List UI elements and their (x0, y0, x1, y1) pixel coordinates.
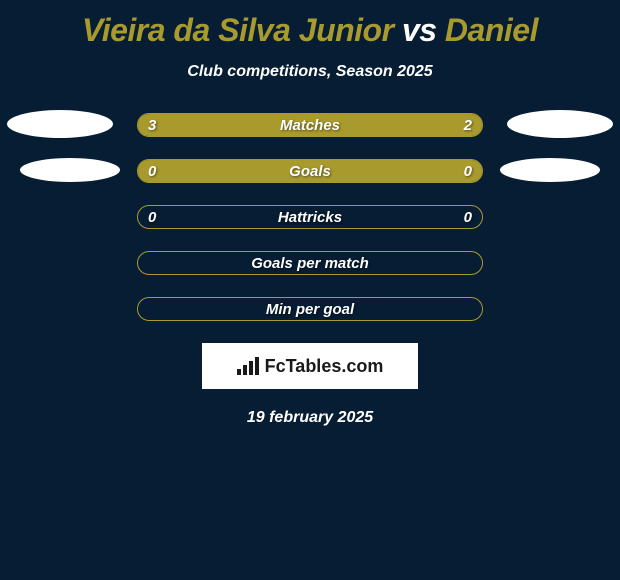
stat-row: 32Matches (137, 113, 483, 137)
stat-row: Goals per match (137, 251, 483, 275)
stat-label: Matches (138, 114, 482, 136)
stat-row: 00Goals (137, 159, 483, 183)
player-oval (7, 110, 113, 138)
stat-row: 00Hattricks (137, 205, 483, 229)
date-line: 19 february 2025 (0, 409, 620, 427)
stat-label: Min per goal (138, 298, 482, 320)
stat-label: Goals per match (138, 252, 482, 274)
bars-icon (237, 357, 259, 375)
stat-row: Min per goal (137, 297, 483, 321)
logo-text: FcTables.com (265, 356, 384, 377)
stat-label: Hattricks (138, 206, 482, 228)
player2-name: Daniel (445, 12, 538, 48)
comparison-title: Vieira da Silva Junior vs Daniel (0, 0, 620, 49)
subtitle: Club competitions, Season 2025 (0, 63, 620, 81)
stats-area: 32Matches 00Goals 00Hattricks Goals per mat… (0, 113, 620, 321)
player-oval (500, 158, 600, 182)
vs-text: vs (394, 12, 445, 48)
stat-label: Goals (138, 160, 482, 182)
player-oval (20, 158, 120, 182)
logo-box: FcTables.com (202, 343, 418, 389)
player1-name: Vieira da Silva Junior (82, 12, 394, 48)
player-oval (507, 110, 613, 138)
